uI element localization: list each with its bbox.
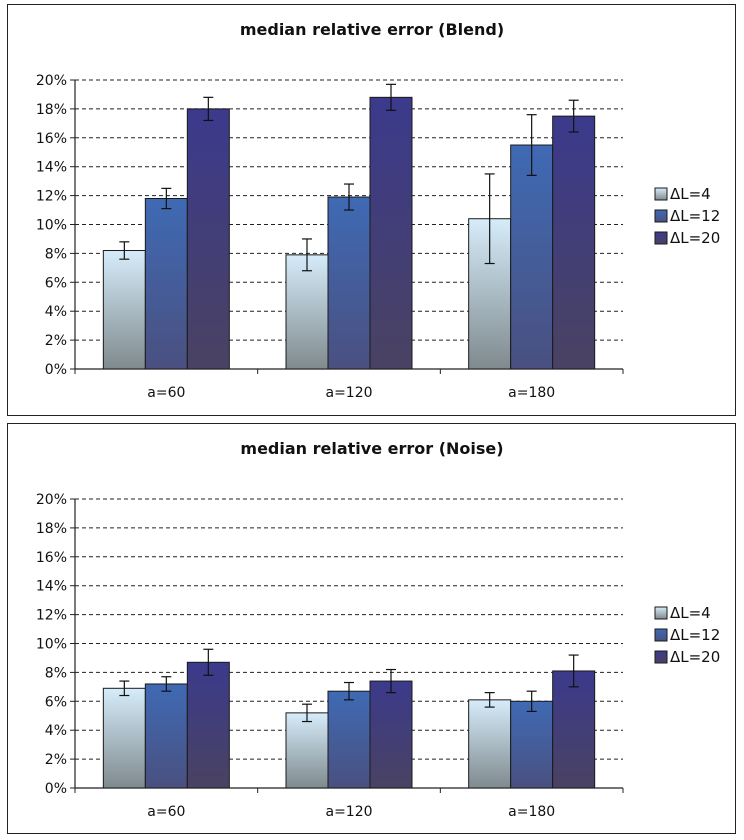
x-tick-label: a=180: [508, 385, 555, 401]
y-tick-label: 16%: [36, 550, 67, 566]
legend-label: ΔL=4: [670, 185, 711, 203]
x-tick-label: a=180: [508, 804, 555, 820]
bar: [552, 115, 596, 370]
legend-swatch: [654, 187, 668, 201]
chart-noise: median relative error (Noise) 0% 2% 4% 6% 8% 1…: [36, 439, 720, 820]
bar: [369, 680, 413, 789]
chart-panel-noise: median relative error (Noise) 0% 2% 4% 6% 8% 1…: [7, 423, 736, 834]
y-tick-label: 18%: [36, 102, 67, 118]
legend-label: ΔL=12: [670, 207, 720, 225]
y-tick-label: 2%: [45, 752, 67, 768]
legend-label: ΔL=20: [670, 229, 720, 247]
chart-blend: median relative error (Blend) 0% 2% 4% 6% 8% 1…: [36, 20, 720, 401]
chart-title: median relative error (Blend): [240, 20, 504, 39]
legend-swatch: [654, 628, 668, 642]
y-tick-label: 16%: [36, 131, 67, 147]
y-tick-label: 6%: [45, 694, 67, 710]
legend-label: ΔL=20: [670, 648, 720, 666]
y-tick-label: 20%: [36, 73, 67, 89]
x-tick-label: a=120: [325, 385, 372, 401]
bar: [510, 144, 554, 370]
chart-title: median relative error (Noise): [240, 439, 503, 458]
y-tick-label: 12%: [36, 189, 67, 205]
y-tick-label: 4%: [45, 304, 67, 320]
y-tick-label: 2%: [45, 333, 67, 349]
bar: [144, 683, 188, 789]
legend-swatch: [654, 606, 668, 620]
y-tick-label: 18%: [36, 521, 67, 537]
y-tick-label: 8%: [45, 246, 67, 262]
y-tick-label: 4%: [45, 723, 67, 739]
y-tick-label: 10%: [36, 637, 67, 653]
y-tick-label: 14%: [36, 160, 67, 176]
y-tick-label: 14%: [36, 579, 67, 595]
y-tick-label: 0%: [45, 781, 67, 797]
bar: [327, 196, 371, 370]
y-tick-label: 12%: [36, 608, 67, 624]
bar: [102, 250, 146, 370]
bar: [510, 700, 554, 789]
legend-label: ΔL=4: [670, 604, 711, 622]
bar: [285, 712, 329, 789]
bar: [102, 687, 146, 789]
y-tick-label: 8%: [45, 665, 67, 681]
y-tick-label: 6%: [45, 275, 67, 291]
bar: [327, 690, 371, 789]
y-tick-label: 10%: [36, 218, 67, 234]
bar: [144, 197, 188, 370]
legend-swatch: [654, 209, 668, 223]
y-tick-label: 20%: [36, 492, 67, 508]
bar: [186, 661, 230, 789]
bar: [369, 96, 413, 370]
legend-swatch: [654, 231, 668, 245]
legend-swatch: [654, 650, 668, 664]
bar: [552, 670, 596, 789]
x-tick-label: a=60: [147, 385, 185, 401]
bar: [468, 699, 512, 789]
y-tick-label: 0%: [45, 362, 67, 378]
bar: [186, 108, 230, 370]
legend-label: ΔL=12: [670, 626, 720, 644]
bar: [285, 254, 329, 370]
x-tick-label: a=60: [147, 804, 185, 820]
chart-panel-blend: median relative error (Blend) 0% 2% 4% 6% 8% 1…: [7, 4, 736, 416]
x-tick-label: a=120: [325, 804, 372, 820]
